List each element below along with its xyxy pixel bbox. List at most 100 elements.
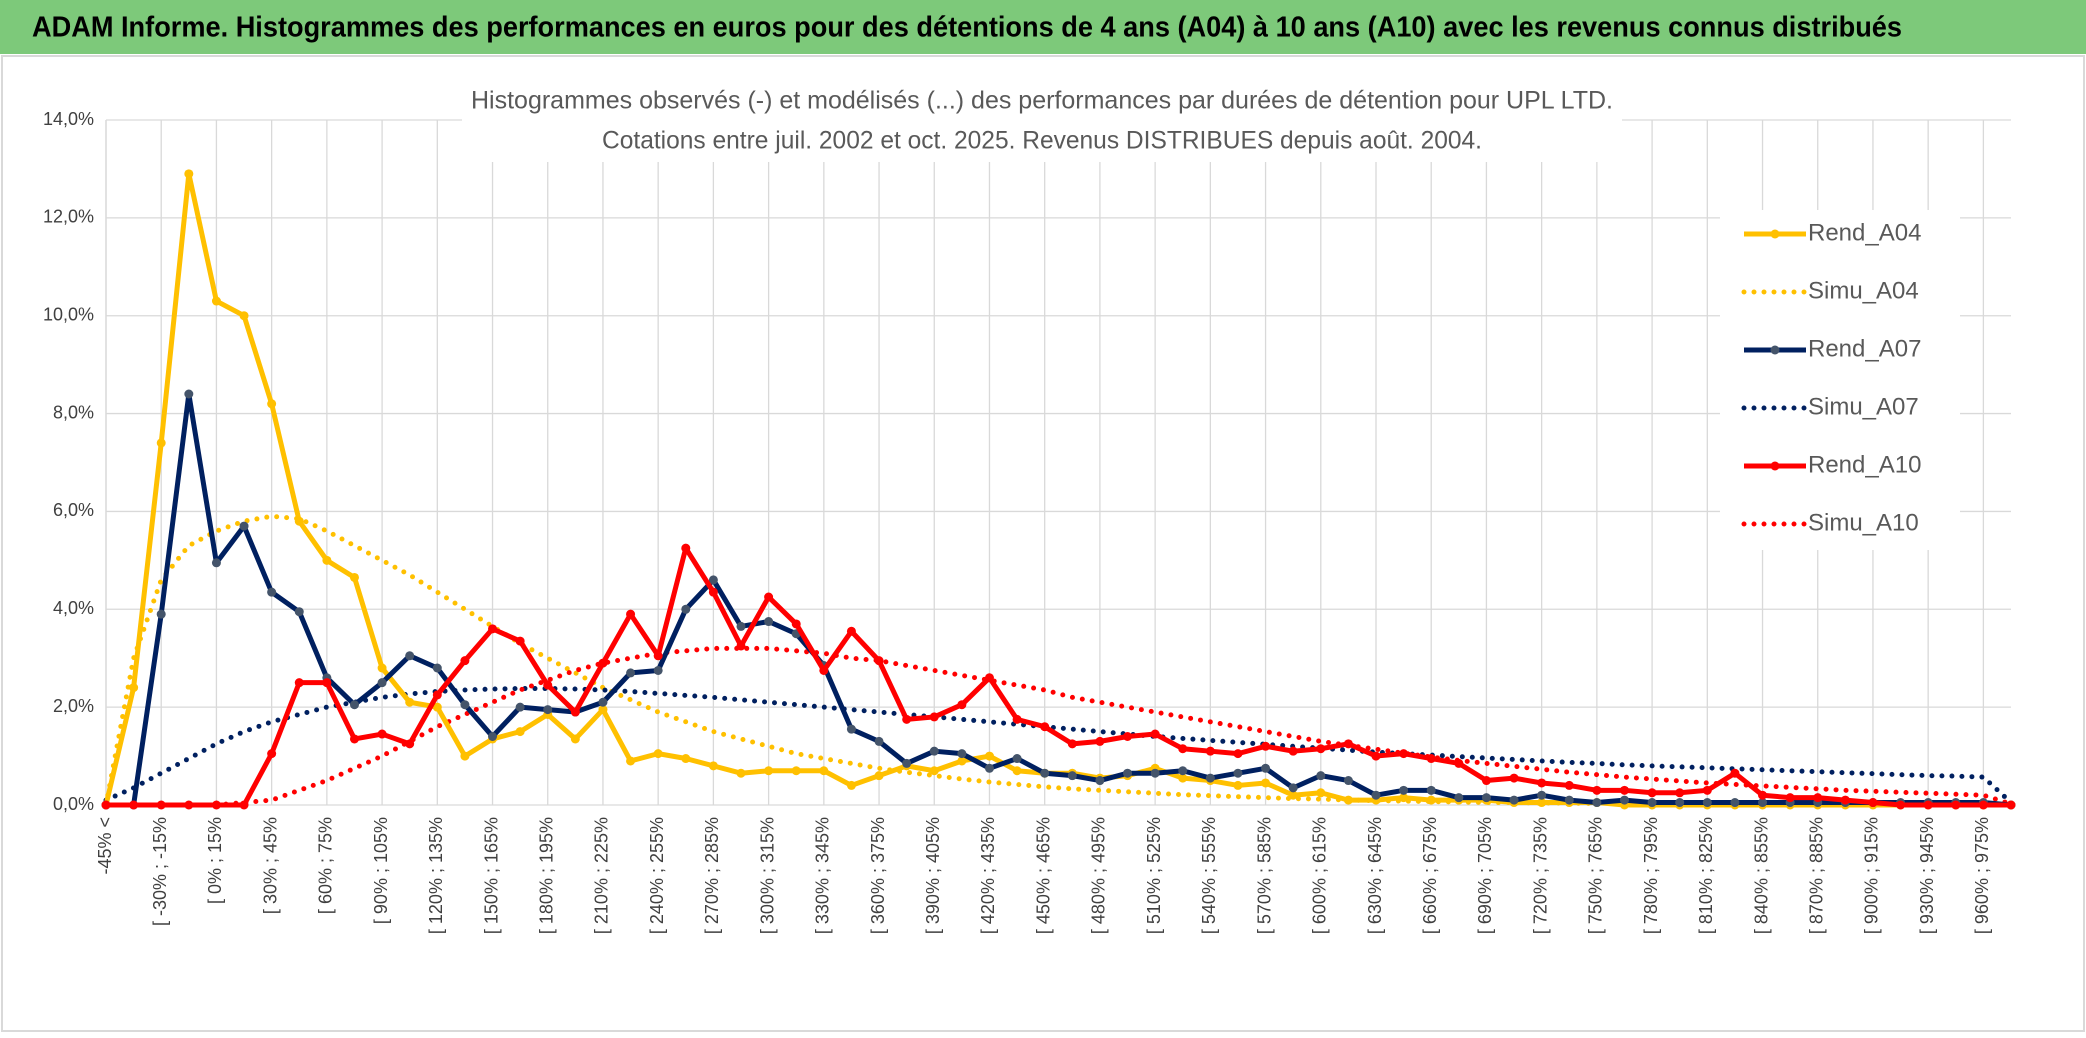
series-marker: [294, 607, 304, 617]
x-tick-label: [ 480% ; 495%: [1089, 817, 1109, 934]
series-marker: [1564, 795, 1574, 805]
series-marker: [211, 296, 221, 306]
series-marker: [239, 521, 249, 531]
series-marker: [984, 763, 994, 773]
series-marker: [211, 558, 221, 568]
x-tick-label: [ 330% ; 345%: [813, 817, 833, 934]
series-marker: [1123, 732, 1133, 741]
series-line: [103, 686, 2014, 806]
series-marker: [211, 800, 221, 810]
series-marker: [349, 700, 359, 710]
series-marker: [1702, 785, 1712, 795]
x-tick-label: [ 840% ; 855%: [1751, 817, 1771, 934]
series-marker: [1647, 788, 1657, 798]
series-marker: [570, 734, 580, 744]
x-tick-label: [ 240% ; 255%: [647, 817, 667, 934]
series-marker: [1343, 776, 1353, 786]
series-marker: [405, 697, 415, 707]
series-marker: [626, 668, 636, 678]
x-tick-label: [ 660% ; 675%: [1420, 817, 1440, 934]
series-marker: [1592, 798, 1602, 808]
series-marker: [294, 678, 304, 688]
series-marker: [267, 587, 277, 597]
series-marker: [653, 665, 663, 675]
y-tick-label: 12,0%: [43, 207, 94, 227]
series-marker: [1923, 800, 1933, 810]
x-tick-label: [ 420% ; 435%: [978, 817, 998, 934]
series-marker: [1123, 768, 1133, 778]
series-marker: [1040, 722, 1050, 732]
series-marker: [846, 626, 856, 636]
series-marker: [984, 673, 994, 683]
series-marker: [1288, 790, 1298, 800]
series-marker: [184, 169, 194, 179]
series-marker: [488, 624, 498, 634]
series-marker: [1399, 785, 1409, 795]
series-marker: [1399, 749, 1409, 759]
series-line: [106, 391, 2012, 808]
series-marker: [432, 702, 442, 712]
series-marker: [543, 705, 553, 715]
y-tick-label: 14,0%: [43, 109, 94, 129]
series-marker: [405, 651, 415, 661]
series-marker: [1012, 766, 1022, 776]
series-marker: [432, 690, 442, 700]
series-marker: [1730, 768, 1740, 778]
series-marker: [736, 641, 746, 651]
series-marker: [874, 771, 884, 781]
series-marker: [1343, 795, 1353, 805]
series-marker: [1454, 758, 1464, 768]
series-marker: [1288, 783, 1298, 793]
x-tick-label: [ 30% ; 45%: [260, 817, 280, 914]
y-tick-label: 8,0%: [53, 402, 94, 422]
series-marker: [515, 636, 525, 646]
series-marker: [1702, 798, 1712, 808]
legend-marker: [1770, 229, 1780, 239]
series-marker: [1316, 788, 1326, 798]
series-marker: [1647, 798, 1657, 808]
series-marker: [1067, 771, 1077, 781]
series-marker: [267, 399, 277, 409]
x-tick-label: [ 900% ; 915%: [1862, 817, 1882, 934]
x-tick-label: [ 120% ; 135%: [426, 817, 446, 934]
series-marker: [129, 683, 139, 693]
series-marker: [460, 656, 470, 666]
x-tick-label: [ 210% ; 225%: [592, 817, 612, 934]
series-marker: [184, 800, 194, 810]
x-tick-label: [ 0% ; 15%: [205, 817, 225, 904]
series-marker: [1095, 776, 1105, 786]
series-marker: [846, 780, 856, 790]
series-marker: [736, 621, 746, 631]
series-marker: [1316, 771, 1326, 781]
series-marker: [156, 438, 166, 448]
series-marker: [791, 619, 801, 629]
legend-label: Rend_A04: [1808, 219, 1921, 246]
series-marker: [543, 680, 553, 690]
series-marker: [1481, 793, 1491, 803]
series-marker: [1067, 739, 1077, 749]
series-marker: [681, 754, 691, 764]
series-marker: [598, 705, 608, 715]
series-marker: [1619, 795, 1629, 805]
series-marker: [1178, 766, 1188, 776]
series-marker: [1758, 790, 1768, 800]
x-tick-label: [ 60% ; 75%: [316, 817, 336, 914]
x-tick-label: [ 150% ; 165%: [481, 817, 501, 934]
series-marker: [653, 749, 663, 759]
series-marker: [1537, 790, 1547, 800]
series-marker: [1426, 795, 1436, 805]
legend-label: Rend_A10: [1808, 451, 1921, 478]
series-marker: [819, 766, 829, 776]
series-marker: [1095, 736, 1105, 746]
series-marker: [1399, 793, 1409, 803]
series-marker: [1619, 785, 1629, 795]
x-tick-label: [ 90% ; 105%: [371, 817, 391, 924]
y-tick-label: 6,0%: [53, 500, 94, 520]
series-marker: [432, 663, 442, 673]
series-marker: [1261, 741, 1271, 751]
x-tick-label: [ 780% ; 795%: [1641, 817, 1661, 934]
series-marker: [598, 658, 608, 668]
series-marker: [239, 311, 249, 321]
legend-label: Rend_A07: [1808, 335, 1921, 362]
series-marker: [1178, 744, 1188, 754]
